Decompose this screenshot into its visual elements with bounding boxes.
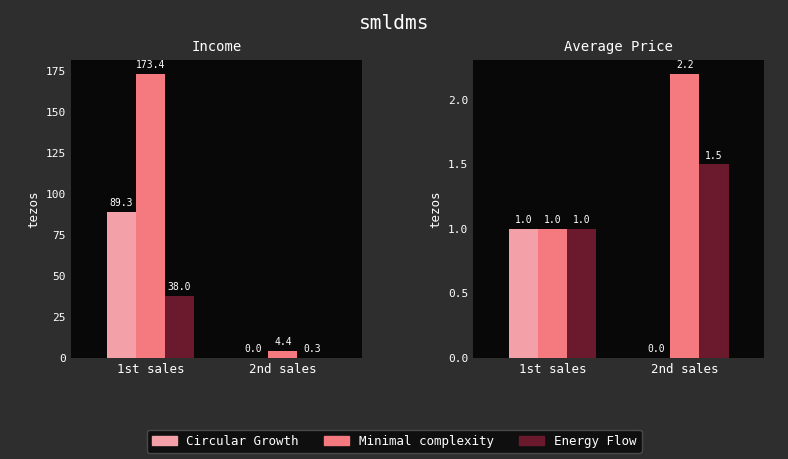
Text: 2.2: 2.2 [676,60,693,70]
Title: Average Price: Average Price [564,40,673,54]
Text: 0.3: 0.3 [303,344,321,354]
Text: 1.5: 1.5 [705,151,723,161]
Text: 173.4: 173.4 [136,60,165,70]
Bar [165,296,194,358]
Bar [136,74,165,358]
Bar [106,212,136,358]
Text: 0.0: 0.0 [647,344,664,354]
Legend: Circular Growth, Minimal complexity, Energy Flow: Circular Growth, Minimal complexity, Ene… [147,430,641,453]
Text: smldms: smldms [359,14,429,33]
Bar [509,229,538,358]
Text: 38.0: 38.0 [168,282,191,292]
Bar [671,74,700,358]
Text: 4.4: 4.4 [274,337,292,347]
Bar [538,229,567,358]
Text: 1.0: 1.0 [544,215,561,225]
Text: 1.0: 1.0 [515,215,532,225]
Text: 0.0: 0.0 [245,344,262,354]
Bar [268,351,297,358]
Y-axis label: tezos: tezos [429,190,442,228]
Bar [700,164,729,358]
Title: Income: Income [191,40,242,54]
Y-axis label: tezos: tezos [28,190,40,228]
Text: 89.3: 89.3 [110,198,133,208]
Text: 1.0: 1.0 [573,215,590,225]
Bar [567,229,597,358]
